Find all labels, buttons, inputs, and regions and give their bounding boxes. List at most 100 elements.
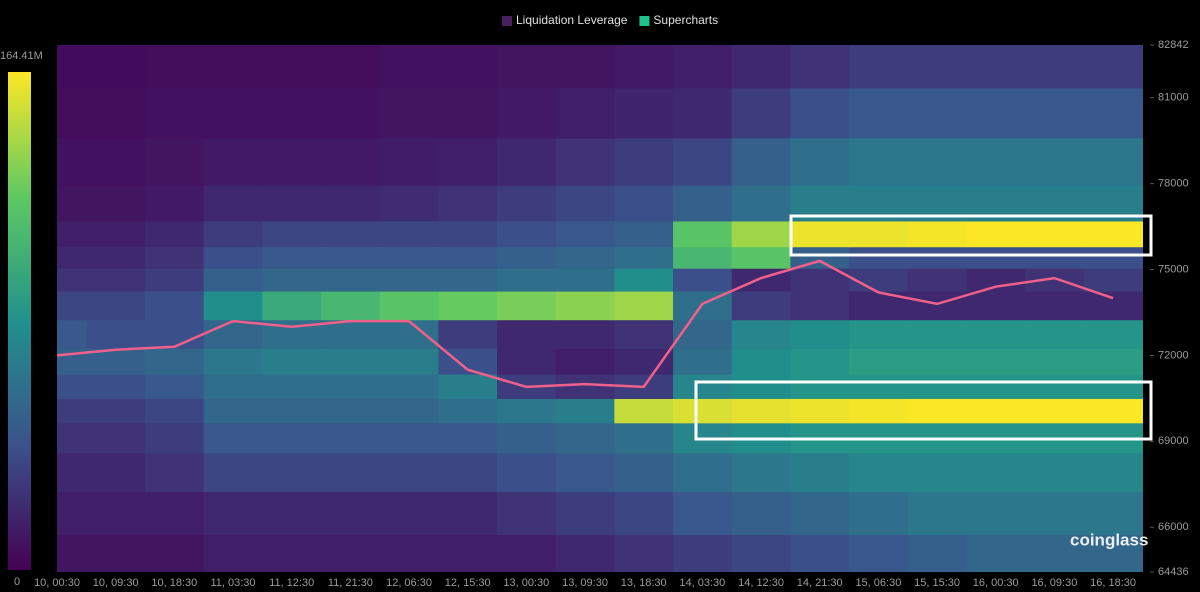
x-tick-label: 11, 12:30: [269, 577, 314, 589]
heat-cell: [438, 291, 498, 321]
heat-cell: [438, 491, 498, 535]
heat-cell: [1025, 246, 1085, 269]
heat-cell: [790, 137, 850, 186]
heat-cell: [86, 87, 146, 139]
heat-cell: [203, 45, 263, 89]
heat-cell: [731, 87, 791, 139]
heat-cell: [1025, 398, 1085, 424]
heat-cell: [86, 137, 146, 186]
heat-cell: [790, 291, 850, 321]
heat-cell: [555, 491, 615, 535]
heat-cell: [966, 319, 1026, 349]
heat-cell: [907, 137, 967, 186]
heat-cell: [849, 246, 909, 269]
heat-cell: [379, 534, 439, 572]
heat-cell: [262, 422, 322, 454]
heat-cell: [57, 137, 87, 186]
heat-cell: [849, 137, 909, 186]
heat-cell: [379, 374, 439, 399]
heat-cell: [321, 348, 381, 375]
heat-cell: [673, 268, 733, 292]
heat-cell: [321, 220, 381, 248]
heat-cell: [379, 348, 439, 375]
heat-cell: [673, 491, 733, 535]
heat-cell: [790, 87, 850, 139]
heat-cell: [907, 452, 967, 493]
heat-cell: [1025, 137, 1085, 186]
heat-cell: [497, 45, 557, 89]
heat-cell: [966, 452, 1026, 493]
heat-cell: [86, 452, 146, 493]
heat-cell: [907, 246, 967, 269]
heat-cell: [673, 246, 733, 269]
heat-cell: [673, 185, 733, 222]
heat-cell: [438, 319, 498, 349]
heat-cell: [907, 319, 967, 349]
heat-cell: [849, 398, 909, 424]
heat-cell: [1083, 398, 1143, 424]
heat-cell: [145, 291, 205, 321]
heat-cell: [731, 185, 791, 222]
heat-cell: [203, 291, 263, 321]
heat-cell: [614, 422, 674, 454]
heat-cell: [145, 534, 205, 572]
heat-cell: [262, 87, 322, 139]
heat-cell: [555, 87, 615, 139]
heat-cell: [907, 398, 967, 424]
x-tick-label: 12, 15:30: [445, 577, 491, 589]
y-tick-label: 81000: [1158, 92, 1189, 104]
heat-cell: [555, 185, 615, 222]
heat-cell: [57, 319, 87, 349]
heat-cell: [1083, 348, 1143, 375]
heat-cell: [1025, 291, 1085, 321]
heat-cell: [379, 45, 439, 89]
heat-cell: [203, 374, 263, 399]
heat-cell: [497, 452, 557, 493]
heat-cell: [145, 268, 205, 292]
heat-cell: [86, 45, 146, 89]
highlight-box: [694, 380, 1153, 441]
heat-cell: [907, 45, 967, 89]
heat-cell: [203, 534, 263, 572]
heat-cell: [145, 452, 205, 493]
heat-cell: [555, 374, 615, 399]
heat-cell: [790, 452, 850, 493]
heat-cell: [438, 220, 498, 248]
heat-cell: [555, 348, 615, 375]
heat-cell: [1083, 452, 1143, 493]
y-tick-label: 75000: [1158, 263, 1189, 275]
heat-cell: [379, 185, 439, 222]
colorbar-label: 164.41M: [0, 50, 43, 62]
heat-cell: [321, 491, 381, 535]
heat-cell: [731, 246, 791, 269]
heat-cell: [57, 185, 87, 222]
heat-cell: [203, 422, 263, 454]
heat-cell: [1025, 374, 1085, 399]
x-tick-label: 15, 15:30: [914, 577, 960, 589]
heat-cell: [1025, 348, 1085, 375]
heat-cell: [614, 491, 674, 535]
heat-cell: [86, 319, 146, 349]
heat-cell: [145, 220, 205, 248]
heat-cell: [673, 534, 733, 572]
heat-cell: [1083, 220, 1143, 248]
heat-cell: [673, 348, 733, 375]
heat-cell: [555, 246, 615, 269]
heat-cell: [145, 185, 205, 222]
heat-cell: [321, 246, 381, 269]
heat-cell: [907, 348, 967, 375]
heat-cell: [86, 246, 146, 269]
heat-cell: [203, 268, 263, 292]
heat-cell: [262, 45, 322, 89]
heat-cell: [321, 185, 381, 222]
heat-cell: [203, 185, 263, 222]
heat-cell: [907, 87, 967, 139]
heat-cell: [145, 45, 205, 89]
heat-cell: [497, 220, 557, 248]
heat-cell: [731, 452, 791, 493]
heat-cell: [86, 291, 146, 321]
heat-cell: [86, 422, 146, 454]
watermark: coinglass: [1070, 530, 1148, 549]
y-tick-label: 64436: [1158, 566, 1189, 578]
x-tick-label: 16, 09:30: [1031, 577, 1077, 589]
